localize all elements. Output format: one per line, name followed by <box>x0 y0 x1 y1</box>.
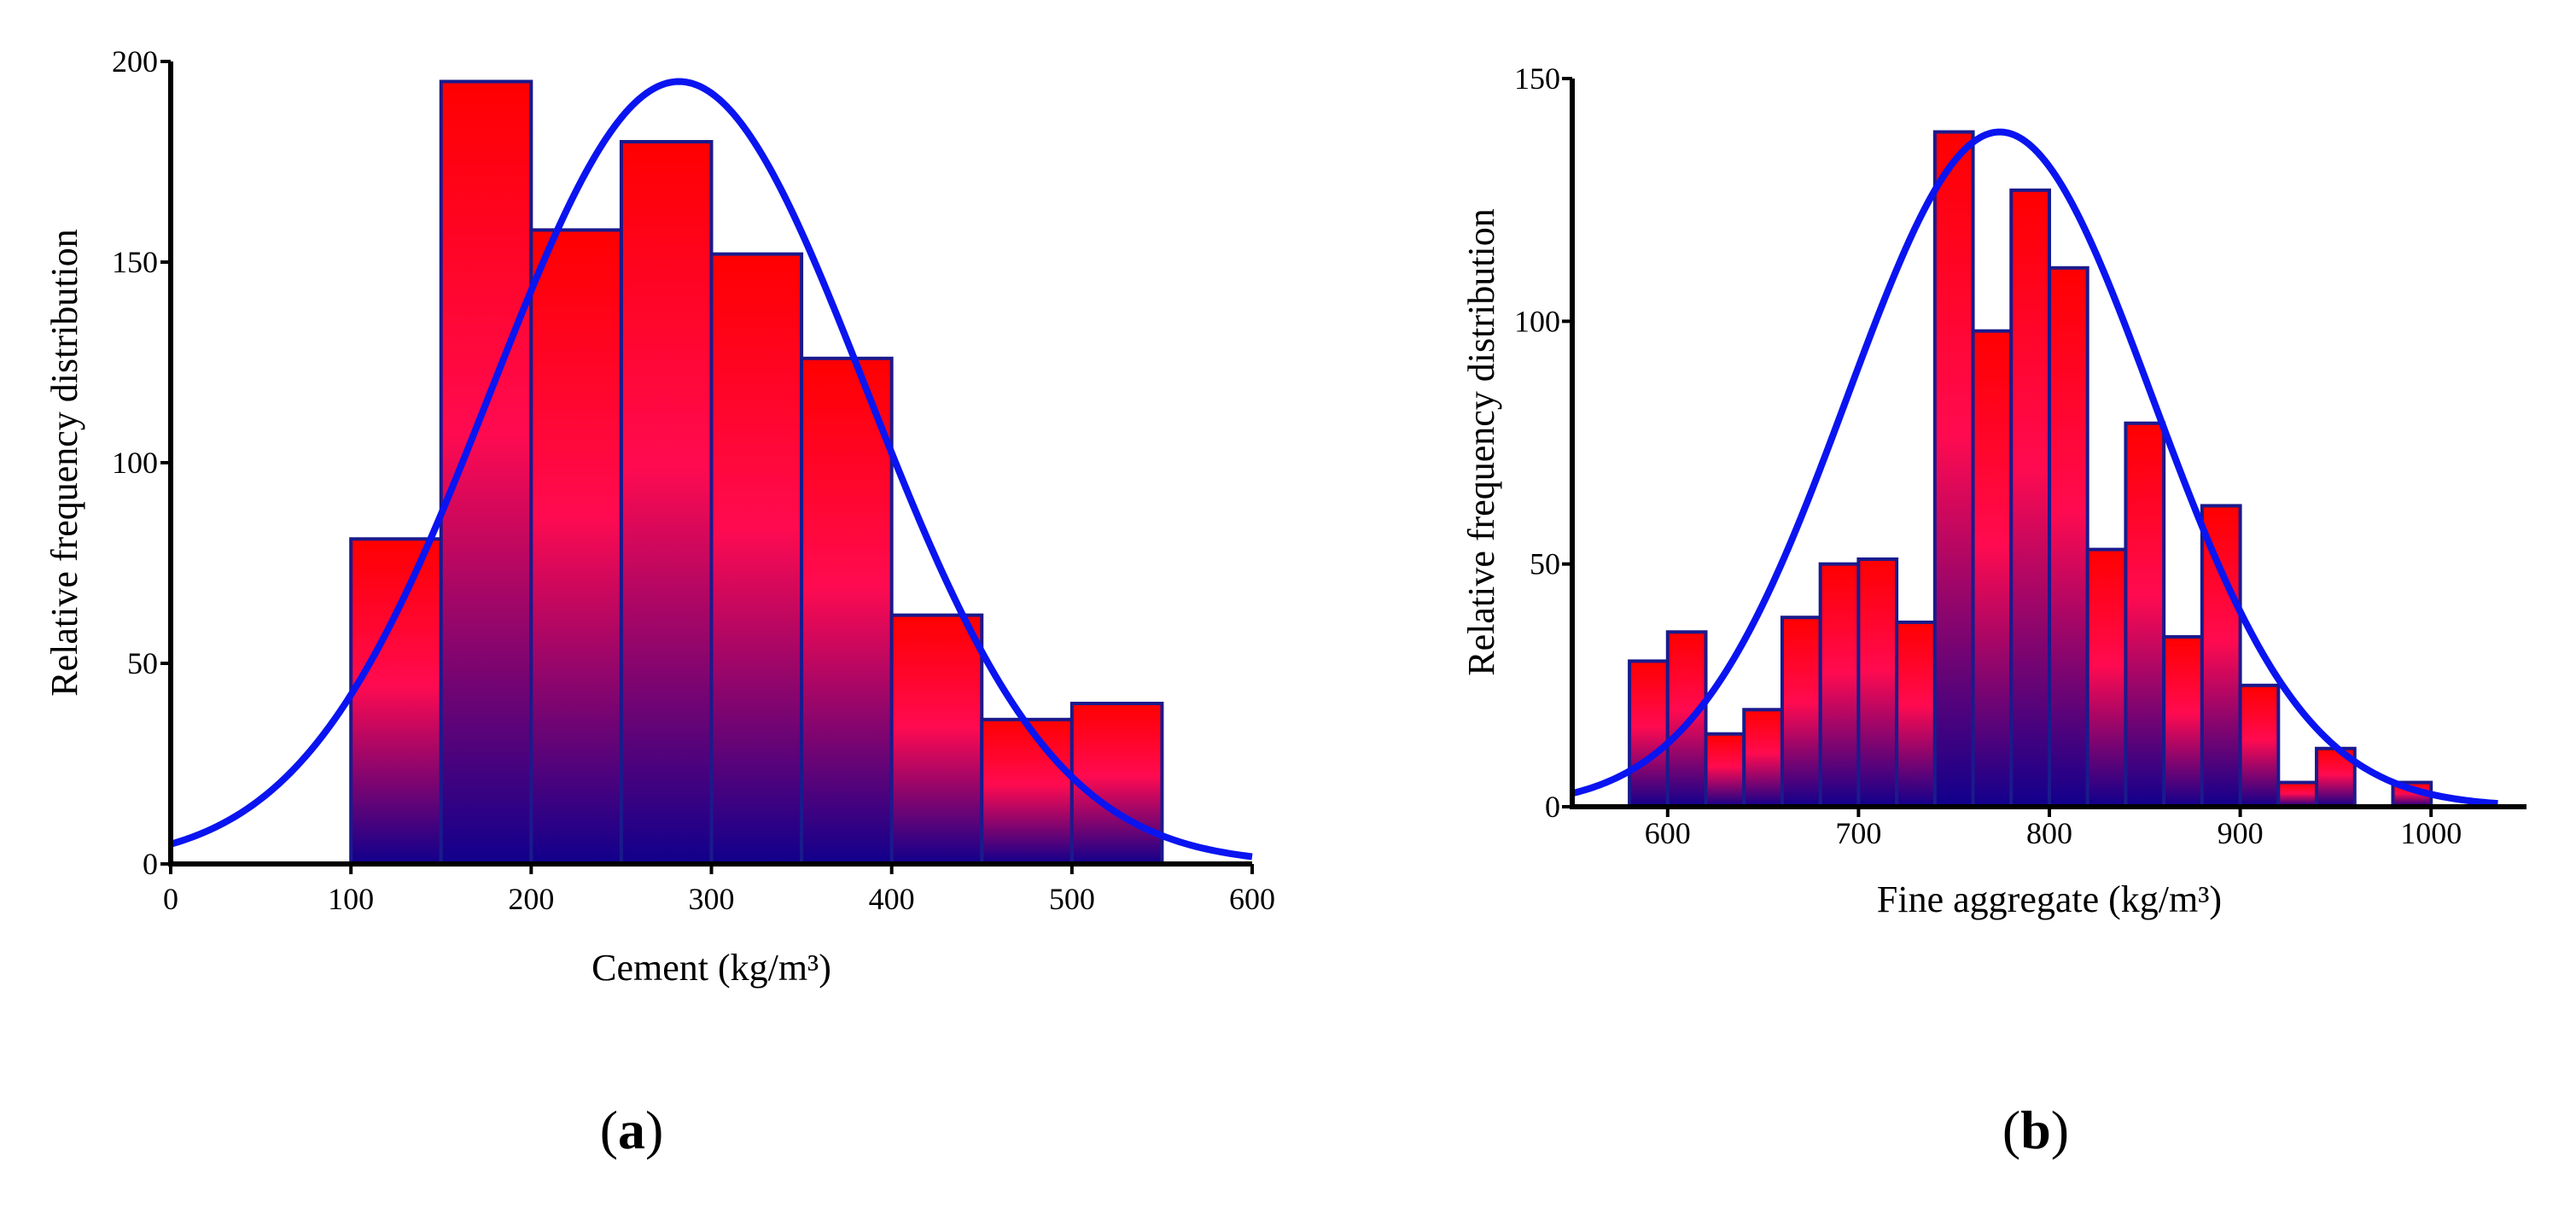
x-axis-title: Cement (kg/m³) <box>592 947 831 989</box>
y-tick-label: 200 <box>112 44 158 79</box>
x-tick-label: 900 <box>2218 816 2264 850</box>
x-tick-label: 800 <box>2026 816 2072 850</box>
panel-label-open-paren: ( <box>600 1100 618 1160</box>
x-tick-label: 700 <box>1835 816 1881 850</box>
histogram-bar <box>439 79 533 866</box>
histogram-bar <box>2048 266 2089 808</box>
histogram-bar <box>1856 557 1899 808</box>
panel-label-letter: a <box>618 1100 645 1160</box>
histogram-fine-aggregate: 600 700 800 900 1000 0 50 100 150 Fine aggregate … <box>1460 61 2526 1160</box>
y-tick-label: 0 <box>1545 790 1560 824</box>
histogram-bar <box>1895 620 1937 809</box>
y-tick-label: 150 <box>112 245 158 279</box>
x-tick-label: 600 <box>1229 882 1275 916</box>
histogram-bar <box>2009 188 2052 808</box>
histogram-bar <box>1704 732 1746 809</box>
histogram-bar <box>889 613 984 866</box>
histogram-bar <box>2162 634 2204 809</box>
x-tick-label: 100 <box>328 882 374 916</box>
histogram-bar <box>2124 421 2166 808</box>
x-tick-label: 600 <box>1645 816 1691 850</box>
histogram-cement: 0 100 200 300 400 500 600 0 50 100 150 200 Cement (k… <box>44 44 1275 1160</box>
histogram-bar <box>2085 547 2128 809</box>
histogram-bar <box>1069 702 1164 866</box>
histogram-bar <box>1818 562 1861 809</box>
histogram-bar <box>619 140 714 866</box>
y-axis-title: Relative frequency distribution <box>44 229 85 696</box>
x-tick-label: 400 <box>869 882 915 916</box>
normal-fit-curve <box>169 78 1253 861</box>
histogram-bar <box>1780 616 1822 808</box>
panel-label: (b) <box>2002 1100 2069 1160</box>
normal-fit-curve <box>1571 128 2498 808</box>
panel-label: (a) <box>600 1100 664 1160</box>
x-tick-label: 0 <box>163 882 178 916</box>
histogram-bar <box>529 228 623 866</box>
panel-label-open-paren: ( <box>2002 1100 2020 1160</box>
histogram-bar <box>1628 659 1670 809</box>
histogram-bar <box>980 717 1074 866</box>
y-tick-label: 0 <box>143 847 158 881</box>
y-tick-label: 50 <box>127 646 158 680</box>
x-tick-label: 1000 <box>2400 816 2462 850</box>
histogram-bar <box>1971 329 2014 808</box>
histogram-bar <box>2200 504 2242 809</box>
x-axis-title: Fine aggregate (kg/m³) <box>1877 878 2222 920</box>
y-axis-title: Relative frequency distribution <box>1460 208 1502 675</box>
histogram-bar <box>2276 780 2319 808</box>
x-tick-label: 300 <box>689 882 735 916</box>
panel-label-close-paren: ) <box>2051 1100 2069 1160</box>
y-tick-label: 50 <box>1530 547 1560 581</box>
x-tick-label: 200 <box>508 882 554 916</box>
histogram-bar <box>1932 130 1975 808</box>
panel-label-letter: b <box>2020 1100 2051 1160</box>
y-tick-label: 150 <box>1514 61 1560 96</box>
panel-label-close-paren: ) <box>645 1100 663 1160</box>
histogram-bar <box>1742 708 1784 808</box>
y-tick-label: 100 <box>112 446 158 480</box>
y-tick-label: 100 <box>1514 304 1560 338</box>
histogram-bar <box>709 252 804 867</box>
histogram-bar <box>800 356 894 866</box>
histogram-bar <box>2238 683 2281 808</box>
histogram-bar <box>349 537 443 866</box>
x-tick-label: 500 <box>1049 882 1095 916</box>
